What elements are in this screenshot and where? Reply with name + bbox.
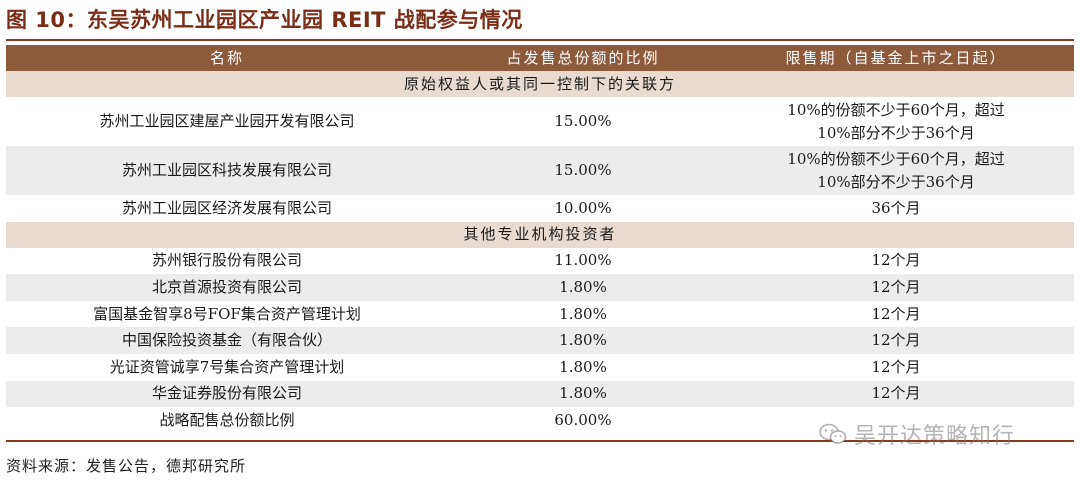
row-lockup-line2: 10%部分不少于36个月 xyxy=(817,123,975,142)
section-label: 其他专业机构投资者 xyxy=(6,221,1074,248)
row-lockup-line1: 10%的份额不少于60个月，超过 xyxy=(787,149,1005,168)
bottom-rule xyxy=(6,440,1074,442)
table-row: 北京首源投资有限公司 1.80% 12个月 xyxy=(6,274,1074,301)
row-name: 北京首源投资有限公司 xyxy=(6,274,448,301)
table-row-total: 战略配售总份额比例 60.00% xyxy=(6,407,1074,434)
table-row: 中国保险投资基金（有限合伙） 1.80% 12个月 xyxy=(6,327,1074,354)
table-row: 苏州工业园区经济发展有限公司 10.00% 36个月 xyxy=(6,195,1074,222)
table-row: 苏州银行股份有限公司 11.00% 12个月 xyxy=(6,247,1074,275)
strategic-placement-table: 名称 占发售总份额的比例 限售期（自基金上市之日起） 原始权益人或其同一控制下的… xyxy=(6,45,1074,434)
row-lockup-line1: 10%的份额不少于60个月，超过 xyxy=(787,100,1005,119)
row-ratio: 15.00% xyxy=(448,97,718,146)
row-name: 苏州工业园区科技发展有限公司 xyxy=(6,146,448,195)
watermark: 吴开达策略知行 xyxy=(818,418,1015,450)
figure-title: 图 10：东吴苏州工业园区产业园 REIT 战配参与情况 xyxy=(6,8,523,32)
row-ratio: 60.00% xyxy=(448,407,718,434)
row-name: 苏州银行股份有限公司 xyxy=(6,247,448,275)
column-header-ratio: 占发售总份额的比例 xyxy=(448,45,718,71)
row-ratio: 1.80% xyxy=(448,353,718,381)
column-header-lockup: 限售期（自基金上市之日起） xyxy=(718,45,1074,71)
watermark-text: 吴开达策略知行 xyxy=(854,424,1016,449)
row-lockup: 12个月 xyxy=(718,300,1074,328)
row-name: 光证资管诚享7号集合资产管理计划 xyxy=(6,353,448,381)
row-ratio: 15.00% xyxy=(448,146,718,195)
row-lockup-line2: 10%部分不少于36个月 xyxy=(817,172,975,191)
column-header-name: 名称 xyxy=(6,45,448,71)
row-lockup: 12个月 xyxy=(718,327,1074,354)
row-lockup: 12个月 xyxy=(718,380,1074,408)
row-lockup: 12个月 xyxy=(718,274,1074,301)
row-lockup: 12个月 xyxy=(718,247,1074,275)
table-header-row: 名称 占发售总份额的比例 限售期（自基金上市之日起） xyxy=(6,45,1074,71)
row-name: 苏州工业园区经济发展有限公司 xyxy=(6,195,448,222)
row-name: 中国保险投资基金（有限合伙） xyxy=(6,327,448,354)
row-ratio: 1.80% xyxy=(448,300,718,328)
row-name: 战略配售总份额比例 xyxy=(6,407,448,434)
row-lockup: 10%的份额不少于60个月，超过 10%部分不少于36个月 xyxy=(718,146,1074,195)
row-ratio: 1.80% xyxy=(448,380,718,408)
section-row-related-parties: 原始权益人或其同一控制下的关联方 xyxy=(6,71,1074,97)
section-row-other-institutions: 其他专业机构投资者 xyxy=(6,221,1074,248)
source-note: 资料来源：发售公告，德邦研究所 xyxy=(6,457,247,475)
table-row: 富国基金智享8号FOF集合资产管理计划 1.80% 12个月 xyxy=(6,300,1074,328)
table-row: 光证资管诚享7号集合资产管理计划 1.80% 12个月 xyxy=(6,353,1074,381)
row-name: 苏州工业园区建屋产业园开发有限公司 xyxy=(6,97,448,146)
wechat-icon xyxy=(819,423,847,444)
title-rule xyxy=(6,39,1074,41)
table-row: 苏州工业园区科技发展有限公司 15.00% 10%的份额不少于60个月，超过 1… xyxy=(6,146,1074,195)
row-lockup: 36个月 xyxy=(718,195,1074,222)
row-ratio: 11.00% xyxy=(448,247,718,275)
row-lockup: 10%的份额不少于60个月，超过 10%部分不少于36个月 xyxy=(718,97,1074,146)
row-name: 华金证券股份有限公司 xyxy=(6,380,448,408)
section-label: 原始权益人或其同一控制下的关联方 xyxy=(6,71,1074,97)
table-row: 华金证券股份有限公司 1.80% 12个月 xyxy=(6,380,1074,408)
row-lockup: 12个月 xyxy=(718,353,1074,381)
row-ratio: 1.80% xyxy=(448,274,718,301)
table-row: 苏州工业园区建屋产业园开发有限公司 15.00% 10%的份额不少于60个月，超… xyxy=(6,97,1074,146)
row-name: 富国基金智享8号FOF集合资产管理计划 xyxy=(6,300,448,328)
row-ratio: 10.00% xyxy=(448,195,718,222)
row-ratio: 1.80% xyxy=(448,327,718,354)
row-lockup xyxy=(718,407,1074,434)
